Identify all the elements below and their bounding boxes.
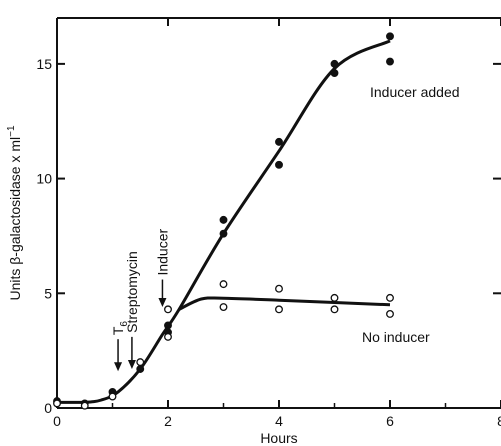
y-axis-title: Units β-galactosidase x ml−1	[6, 125, 23, 301]
data-point-open	[386, 309, 394, 318]
x-tick-label: 4	[275, 413, 283, 429]
series-label-inducer-added: Inducer added	[370, 84, 460, 100]
data-point-open	[330, 305, 339, 314]
x-tick-label: 0	[53, 413, 61, 429]
data-point-filled	[275, 160, 283, 169]
data-point-open	[164, 332, 172, 341]
x-tick-label: 6	[386, 413, 394, 429]
data-point-open	[136, 358, 145, 367]
data-points	[53, 32, 394, 410]
data-point-filled	[136, 365, 145, 373]
data-point-filled	[219, 215, 228, 224]
annotation-arrow-head	[158, 298, 167, 308]
y-tick-label: 0	[44, 400, 52, 416]
annotation-label: Inducer	[154, 228, 170, 275]
series-line-no-inducer	[178, 296, 391, 311]
data-point-filled	[275, 137, 283, 146]
data-point-open	[219, 303, 228, 312]
data-point-filled	[330, 59, 339, 68]
annotation-arrow-head	[127, 360, 136, 369]
data-point-open	[108, 392, 117, 401]
series-label-no-inducer: No inducer	[362, 329, 430, 345]
annotation-label: T6	[110, 321, 130, 336]
y-tick-label: 5	[44, 285, 52, 301]
data-point-filled	[219, 229, 228, 238]
data-point-open	[386, 293, 394, 302]
data-point-open	[53, 399, 61, 408]
data-point-open	[275, 284, 283, 293]
annotation-arrow-head	[114, 362, 123, 372]
data-point-open	[330, 293, 339, 302]
y-axis-title-main: Units β-galactosidase x ml	[7, 137, 23, 301]
data-point-filled	[386, 32, 394, 41]
x-tick-label: 2	[164, 413, 172, 429]
data-point-filled	[386, 57, 394, 66]
data-point-filled	[330, 69, 339, 78]
data-point-filled	[164, 321, 172, 330]
y-ticks: 0 5 10 15	[36, 56, 501, 416]
x-axis-title: Hours	[260, 430, 297, 446]
y-tick-label: 10	[36, 171, 52, 187]
y-axis-title-sup: −1	[6, 125, 17, 137]
plot-frame	[56, 17, 501, 409]
x-tick-label: 8	[497, 413, 501, 429]
annotation-label: Streptomycin	[124, 251, 140, 333]
x-ticks: 0 2 4 6 8	[53, 18, 501, 429]
data-point-open	[164, 305, 172, 314]
y-tick-label: 15	[36, 56, 52, 72]
data-point-open	[275, 305, 283, 314]
data-point-open	[219, 280, 228, 289]
data-point-open	[80, 401, 89, 410]
